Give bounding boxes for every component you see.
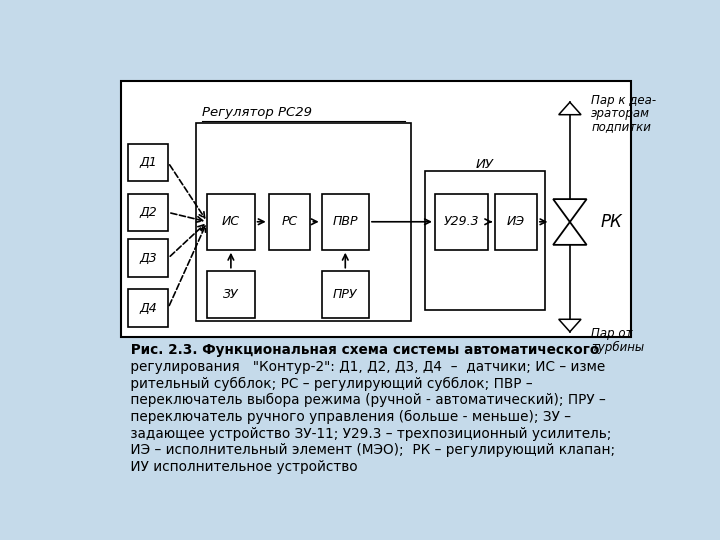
- Text: рительный субблок; РС – регулирующий субблок; ПВР –: рительный субблок; РС – регулирующий суб…: [126, 377, 533, 391]
- Text: переключатель выбора режима (ручной - автоматический); ПРУ –: переключатель выбора режима (ручной - ав…: [126, 393, 606, 407]
- Text: ЗУ: ЗУ: [223, 288, 239, 301]
- Text: Пар к деа-: Пар к деа-: [591, 93, 656, 106]
- Bar: [425, 171, 545, 310]
- Text: ИУ исполнительное устройство: ИУ исполнительное устройство: [126, 460, 358, 474]
- Text: Регулятор РС29: Регулятор РС29: [202, 106, 312, 119]
- Bar: [207, 194, 255, 250]
- Text: ПВР: ПВР: [333, 215, 358, 228]
- Text: РС: РС: [282, 215, 297, 228]
- Text: Д4: Д4: [139, 301, 157, 314]
- Text: ИУ: ИУ: [476, 158, 494, 171]
- Bar: [269, 194, 310, 250]
- Text: подпитки: подпитки: [591, 120, 651, 133]
- Text: Д2: Д2: [139, 206, 157, 219]
- Text: РК: РК: [600, 213, 622, 231]
- Text: ИЭ: ИЭ: [507, 215, 525, 228]
- Text: регулирования   "Контур-2": Д1, Д2, Д3, Д4  –  датчики; ИС – изме: регулирования "Контур-2": Д1, Д2, Д3, Д4…: [126, 360, 606, 374]
- Bar: [435, 194, 488, 250]
- Bar: [128, 289, 168, 327]
- Text: задающее устройство ЗУ-11; У29.3 – трехпозиционный усилитель;: задающее устройство ЗУ-11; У29.3 – трехп…: [126, 427, 612, 441]
- Text: переключатель ручного управления (больше - меньше); ЗУ –: переключатель ручного управления (больше…: [126, 410, 571, 424]
- Polygon shape: [553, 199, 587, 222]
- Text: Пар от: Пар от: [591, 327, 633, 340]
- Bar: [495, 194, 537, 250]
- Text: Рис. 2.3. Функциональная схема системы автоматического: Рис. 2.3. Функциональная схема системы а…: [126, 343, 600, 357]
- Text: ПРУ: ПРУ: [333, 288, 358, 301]
- Bar: [128, 239, 168, 277]
- Text: Д3: Д3: [139, 252, 157, 265]
- Bar: [196, 123, 411, 321]
- Text: ИС: ИС: [222, 215, 240, 228]
- Bar: [322, 271, 369, 319]
- Text: У29.3: У29.3: [444, 215, 480, 228]
- Polygon shape: [553, 222, 587, 245]
- Bar: [207, 271, 255, 319]
- Text: турбины: турбины: [591, 341, 644, 354]
- Bar: [128, 144, 168, 181]
- Bar: [322, 194, 369, 250]
- Text: Д1: Д1: [139, 156, 157, 169]
- Text: эраторам: эраторам: [591, 107, 650, 120]
- Bar: [128, 194, 168, 231]
- Polygon shape: [559, 102, 581, 114]
- Text: ИЭ – исполнительный элемент (МЭО);  РК – регулирующий клапан;: ИЭ – исполнительный элемент (МЭО); РК – …: [126, 443, 616, 457]
- Bar: [121, 82, 631, 337]
- Polygon shape: [559, 319, 581, 332]
